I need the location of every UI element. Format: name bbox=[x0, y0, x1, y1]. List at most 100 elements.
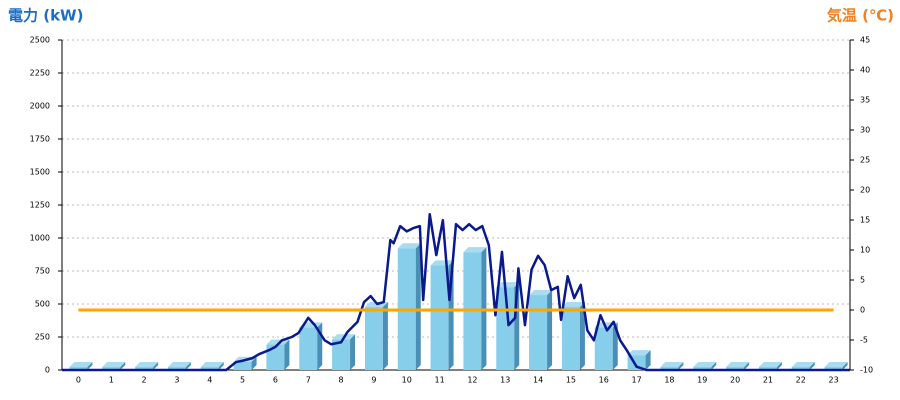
bar-face bbox=[809, 362, 815, 370]
x-tick-label: 12 bbox=[467, 376, 477, 385]
bar-face bbox=[776, 362, 782, 370]
bar-face bbox=[218, 362, 224, 370]
bar bbox=[430, 260, 454, 370]
x-tick-label: 15 bbox=[566, 376, 576, 385]
bar-face bbox=[415, 243, 421, 370]
bar-face bbox=[842, 362, 848, 370]
y2-tick-label: -10 bbox=[860, 366, 873, 375]
bar bbox=[167, 362, 191, 370]
y2-tick-label: 35 bbox=[860, 96, 870, 105]
bar-face bbox=[496, 287, 515, 370]
bar-face bbox=[364, 306, 383, 370]
x-tick-label: 18 bbox=[664, 376, 674, 385]
bar-face bbox=[153, 362, 159, 370]
x-tick-label: 9 bbox=[371, 376, 376, 385]
x-tick-label: 4 bbox=[207, 376, 212, 385]
x-tick-label: 11 bbox=[434, 376, 444, 385]
y2-tick-label: -5 bbox=[860, 336, 868, 345]
bar-face bbox=[547, 290, 553, 370]
bar-face bbox=[69, 362, 93, 367]
x-tick-label: 10 bbox=[402, 376, 412, 385]
bar bbox=[102, 362, 126, 370]
bar-face bbox=[726, 367, 745, 370]
bar bbox=[364, 301, 388, 370]
bar-face bbox=[200, 362, 224, 367]
bar-face bbox=[612, 322, 618, 370]
y-tick-label: 2000 bbox=[30, 102, 50, 111]
bar-face bbox=[594, 327, 613, 370]
x-tick-label: 3 bbox=[174, 376, 179, 385]
bar bbox=[200, 362, 224, 370]
bar-face bbox=[791, 362, 815, 367]
bar bbox=[660, 362, 684, 370]
bar-face bbox=[87, 362, 93, 370]
bar-face bbox=[102, 362, 126, 367]
bar-face bbox=[579, 301, 585, 370]
y2-tick-label: 45 bbox=[860, 36, 870, 45]
y-tick-label: 1750 bbox=[30, 135, 50, 144]
x-tick-label: 2 bbox=[142, 376, 147, 385]
y-tick-label: 1000 bbox=[30, 234, 50, 243]
bar-face bbox=[561, 301, 585, 307]
bar-face bbox=[185, 362, 191, 370]
bar-face bbox=[529, 290, 553, 296]
bar-face bbox=[678, 362, 684, 370]
y2-tick-label: 20 bbox=[860, 186, 870, 195]
bar-face bbox=[660, 362, 684, 367]
y2-tick-label: 25 bbox=[860, 156, 870, 165]
bar bbox=[758, 362, 782, 370]
y2-tick-label: 40 bbox=[860, 66, 870, 75]
bar bbox=[693, 362, 717, 370]
bar-face bbox=[167, 362, 191, 367]
bar-face bbox=[496, 282, 520, 288]
x-tick-label: 23 bbox=[828, 376, 838, 385]
y-tick-label: 1250 bbox=[30, 201, 50, 210]
bar-face bbox=[744, 362, 750, 370]
x-tick-label: 5 bbox=[240, 376, 245, 385]
bar-face bbox=[430, 260, 454, 266]
bar-face bbox=[711, 362, 717, 370]
bar-face bbox=[350, 334, 356, 370]
y-axis-title: 電力 (kW) bbox=[8, 7, 83, 25]
bar bbox=[726, 362, 750, 370]
bar bbox=[561, 301, 585, 370]
bar-face bbox=[266, 344, 285, 370]
x-tick-label: 8 bbox=[339, 376, 344, 385]
y-tick-label: 0 bbox=[45, 366, 50, 375]
bar-face bbox=[693, 362, 717, 367]
y2-tick-label: 5 bbox=[860, 276, 865, 285]
bar-face bbox=[660, 367, 679, 370]
bar bbox=[824, 362, 848, 370]
y-tick-label: 250 bbox=[35, 333, 50, 342]
bar-face bbox=[645, 350, 651, 370]
x-tick-label: 16 bbox=[599, 376, 609, 385]
bar bbox=[594, 322, 618, 370]
y-tick-label: 1500 bbox=[30, 168, 50, 177]
x-tick-label: 13 bbox=[500, 376, 510, 385]
y2-tick-label: 10 bbox=[860, 246, 870, 255]
bar-face bbox=[824, 367, 843, 370]
bar-face bbox=[463, 247, 487, 253]
bar-face bbox=[693, 367, 712, 370]
bar-face bbox=[397, 243, 421, 249]
x-tick-label: 20 bbox=[730, 376, 740, 385]
bar-face bbox=[791, 367, 810, 370]
y-tick-label: 750 bbox=[35, 267, 50, 276]
bar bbox=[69, 362, 93, 370]
bar bbox=[135, 362, 159, 370]
y2-tick-label: 0 bbox=[860, 306, 865, 315]
y2-tick-label: 15 bbox=[860, 216, 870, 225]
bar-face bbox=[529, 295, 548, 370]
y2-axis-title: 気温 (℃) bbox=[827, 7, 894, 25]
bar-face bbox=[299, 327, 318, 370]
x-tick-label: 22 bbox=[796, 376, 806, 385]
y2-tick-label: 30 bbox=[860, 126, 870, 135]
x-tick-label: 7 bbox=[306, 376, 311, 385]
bar-face bbox=[430, 265, 449, 370]
y-tick-label: 2250 bbox=[30, 69, 50, 78]
bar-face bbox=[120, 362, 126, 370]
bar-face bbox=[382, 301, 388, 370]
bar bbox=[397, 243, 421, 370]
x-tick-label: 21 bbox=[763, 376, 773, 385]
